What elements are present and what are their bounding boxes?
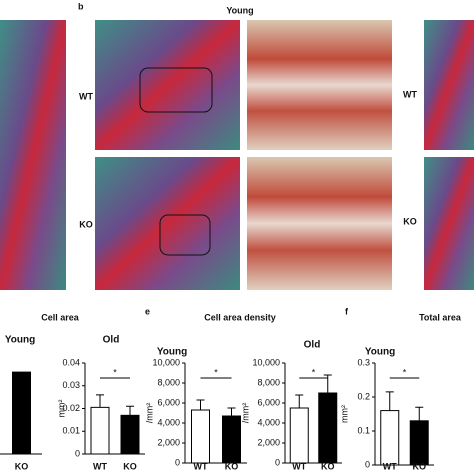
x-tick-label: KO	[15, 461, 29, 471]
error-bar	[227, 407, 236, 416]
bar	[191, 409, 210, 464]
error-bar	[415, 406, 424, 421]
y-axis-label: /mm²	[240, 403, 250, 424]
y-tick-label: 0	[75, 448, 80, 458]
row-label: WT	[403, 89, 417, 99]
chart-subtitle: Old	[103, 335, 120, 346]
x-tick-label: KO	[321, 461, 335, 471]
image-right	[424, 20, 474, 150]
image-left	[0, 20, 66, 290]
error-bar	[385, 391, 394, 411]
y-tick-label: 8,000	[257, 377, 280, 387]
roi-box	[139, 67, 213, 113]
y-tick-label: 6,000	[257, 397, 280, 407]
significance-mark: *	[214, 367, 218, 377]
image-ko-low	[95, 157, 240, 290]
x-tick-label: WT	[292, 461, 306, 471]
image-wt-low	[95, 20, 240, 150]
bar	[12, 371, 31, 455]
error-bar	[196, 399, 205, 410]
row-label: KO	[79, 219, 93, 229]
y-tick-label: 0.1	[357, 425, 370, 435]
chart-title: Cell area	[41, 312, 80, 322]
histology	[0, 20, 474, 290]
y-tick-label: 0.01	[62, 426, 80, 436]
chart-subtitle: Young	[365, 347, 395, 358]
y-tick-label: 6,000	[157, 397, 180, 407]
y-tick-label: 0.04	[62, 357, 80, 367]
bar	[380, 410, 400, 466]
significance-mark: *	[403, 367, 407, 377]
roi-box	[159, 214, 211, 256]
error-bar	[96, 394, 104, 408]
row-label: KO	[403, 216, 417, 226]
y-axis-label: /mm²	[144, 403, 154, 424]
y-tick-label: 0.2	[357, 391, 370, 401]
panel-label: f	[345, 306, 349, 316]
chart-title: Total area	[419, 312, 462, 322]
bar	[222, 415, 241, 464]
image-wt-high	[247, 20, 392, 150]
chart-subtitle: Old	[304, 340, 321, 351]
y-tick-label: 4,000	[257, 417, 280, 427]
y-tick-label: 0.03	[62, 380, 80, 390]
error-bar	[295, 394, 304, 408]
bar	[409, 420, 429, 466]
y-tick-label: 0.3	[357, 357, 370, 367]
significance-mark: *	[312, 367, 316, 377]
x-tick-label: WT	[93, 461, 107, 471]
x-tick-label: KO	[413, 461, 427, 471]
chart-subtitle: Young	[157, 347, 187, 358]
x-tick-label: WT	[383, 461, 397, 471]
x-tick-label: KO	[123, 461, 137, 471]
y-tick-label: 0	[275, 457, 280, 467]
panel-label: e	[145, 306, 150, 316]
significance-mark: *	[113, 367, 117, 377]
image-ko-high	[247, 157, 392, 290]
chart-subtitle: Young	[5, 335, 35, 346]
x-tick-label: KO	[225, 461, 239, 471]
y-tick-label: 10,000	[152, 357, 180, 367]
group-label: Young	[226, 5, 253, 15]
bar	[318, 392, 338, 464]
x-tick-label: WT	[194, 461, 208, 471]
y-tick-label: 0	[365, 459, 370, 469]
y-tick-label: 0.02	[62, 403, 80, 413]
y-tick-label: 8,000	[157, 377, 180, 387]
y-axis-label: mm²	[56, 400, 66, 418]
y-tick-label: 10,000	[252, 357, 280, 367]
row-label: WT	[79, 91, 93, 101]
bar	[120, 414, 140, 455]
bar	[289, 407, 309, 464]
y-tick-label: 2,000	[157, 437, 180, 447]
y-tick-label: 4,000	[157, 417, 180, 427]
y-tick-label: 0	[175, 457, 180, 467]
panel-label: b	[78, 1, 84, 11]
image-right	[424, 157, 474, 290]
y-axis-label: mm²	[339, 405, 349, 423]
bar	[90, 406, 110, 455]
y-tick-label: 2,000	[257, 437, 280, 447]
error-bar	[126, 405, 134, 416]
chart-title: Cell area density	[204, 312, 276, 322]
